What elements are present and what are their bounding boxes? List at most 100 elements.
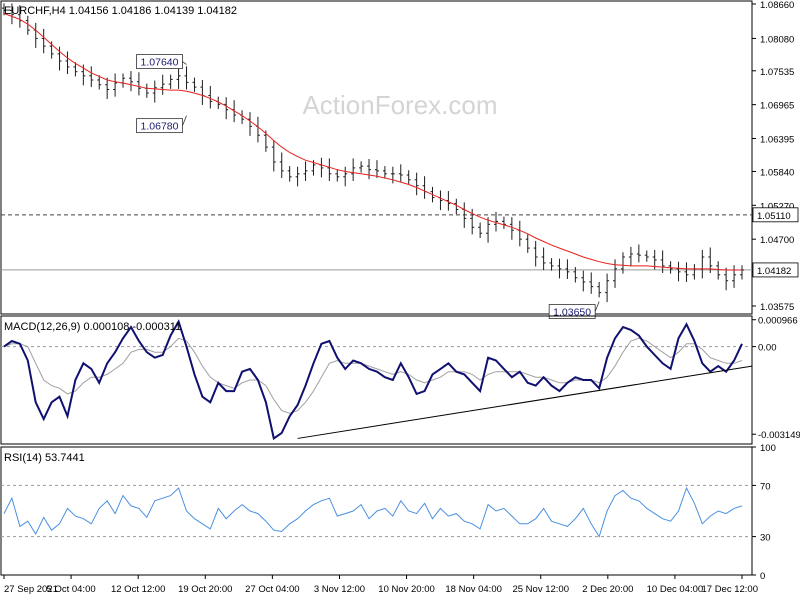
x-tick-label: 27 Sep 2021 <box>4 584 58 595</box>
price-bar <box>113 73 118 97</box>
price-bar <box>295 166 300 187</box>
price-bar <box>359 161 364 173</box>
price-bar <box>494 211 498 232</box>
price-bar <box>724 267 729 291</box>
macd-signal-line <box>3 337 743 414</box>
price-y-tick-label: 1.08660 <box>760 0 794 11</box>
price-bar <box>549 258 554 271</box>
price-bar <box>660 250 665 274</box>
price-bar <box>224 97 229 120</box>
macd-main-line <box>3 319 743 441</box>
price-bar <box>128 71 133 92</box>
price-callout-pointer <box>594 301 600 312</box>
price-bar <box>684 262 689 282</box>
price-bar <box>740 265 744 280</box>
price-bar <box>525 234 530 253</box>
price-callout-label: 1.03650 <box>553 307 591 319</box>
rsi-panel-frame <box>0 446 753 576</box>
price-bar <box>597 281 602 298</box>
price-y-tick-label: 1.04700 <box>760 235 794 246</box>
x-tick-label: 10 Nov 20:00 <box>378 584 435 595</box>
price-bar <box>168 74 173 89</box>
x-tick-label: 27 Oct 04:00 <box>245 584 299 595</box>
price-bar <box>25 15 30 35</box>
macd-y-tick-label: 0.00 <box>758 343 777 354</box>
x-tick-label: 19 Oct 20:00 <box>178 584 232 595</box>
price-bar <box>573 267 578 283</box>
price-hline-label-box <box>752 262 799 278</box>
price-bar <box>589 272 594 294</box>
price-y-tick-label: 1.06395 <box>760 134 794 145</box>
x-tick-label: 10 Dec 04:00 <box>647 584 704 595</box>
macd-y-tick-label: 0.000966 <box>758 316 798 327</box>
price-bar <box>620 252 625 274</box>
macd-panel-header: MACD(12,26,9) 0.000108 -0.000311 <box>4 321 181 333</box>
price-hline-label: 1.05110 <box>757 211 791 222</box>
price-bar <box>486 217 491 243</box>
price-y-axis: 1.08660 1.08080 1.07535 1.06965 1.06395 1.058… <box>752 0 799 313</box>
price-bar <box>152 80 157 103</box>
x-tick-label: 25 Nov 12:00 <box>512 584 569 595</box>
x-tick-label: 2 Dec 20:00 <box>582 584 633 595</box>
price-callout-label: 1.06780 <box>141 121 179 133</box>
price-panel-header: EURCHF,H4 1.04156 1.04186 1.04139 1.0418… <box>4 5 237 17</box>
rsi-y-axis: 100 70 30 0 <box>752 443 776 582</box>
price-bar <box>628 246 633 267</box>
x-tick-label: 5 Oct 04:00 <box>47 584 96 595</box>
rsi-panel: RSI(14) 53.7441 100 70 30 0 <box>0 443 776 582</box>
price-bar <box>716 261 721 280</box>
price-bar <box>390 166 395 184</box>
price-bar <box>605 273 610 303</box>
price-bar <box>557 258 562 279</box>
price-horizontal-lines <box>1 214 752 271</box>
price-y-tick-label: 1.07535 <box>760 67 794 78</box>
price-bar <box>327 158 332 181</box>
price-bar <box>343 166 348 187</box>
watermark-text: ActionForex.com <box>302 90 497 120</box>
price-bar <box>97 75 102 90</box>
macd-panel: MACD(12,26,9) 0.000108 -0.000311 0.00096… <box>0 315 800 445</box>
x-tick-label: 17 Dec 12:00 <box>701 584 758 595</box>
price-bar <box>581 270 586 292</box>
price-bar <box>613 259 618 288</box>
price-bar <box>414 172 419 196</box>
price-bar <box>9 3 14 25</box>
price-bar <box>136 72 141 96</box>
price-y-tick-label: 1.06965 <box>760 101 794 112</box>
price-hline-label: 1.04182 <box>757 266 791 277</box>
price-bar <box>533 240 538 267</box>
price-bar <box>192 77 197 92</box>
x-tick-label: 12 Oct 12:00 <box>111 584 165 595</box>
price-bar <box>73 62 78 77</box>
rsi-y-tick-label: 0 <box>760 571 765 582</box>
price-bar <box>303 161 308 181</box>
macd-y-tick-label: -0.003149 <box>758 430 800 441</box>
rsi-level-lines <box>1 484 752 538</box>
price-callout-label: 1.07640 <box>141 57 179 69</box>
price-bar <box>565 259 570 279</box>
price-bar <box>644 250 649 262</box>
price-bar <box>57 46 62 71</box>
price-bar <box>248 112 252 136</box>
price-bar <box>335 169 340 182</box>
price-bar <box>160 74 165 95</box>
rsi-y-tick-label: 30 <box>760 533 771 544</box>
price-y-tick-label: 1.08080 <box>760 34 794 45</box>
price-bar <box>279 152 284 178</box>
price-bar <box>406 170 411 185</box>
price-bar <box>351 158 356 181</box>
price-callout-pointer <box>182 115 187 126</box>
rsi-line <box>3 486 743 538</box>
price-bar <box>501 216 506 230</box>
price-bar <box>367 158 372 180</box>
price-hline-label-box <box>752 207 799 223</box>
ema-line <box>3 13 742 271</box>
price-bar <box>478 222 483 238</box>
x-tick-label: 18 Nov 04:00 <box>445 584 502 595</box>
price-bar <box>676 261 681 282</box>
price-y-tick-label: 1.05840 <box>760 167 794 178</box>
price-bar <box>636 244 641 263</box>
